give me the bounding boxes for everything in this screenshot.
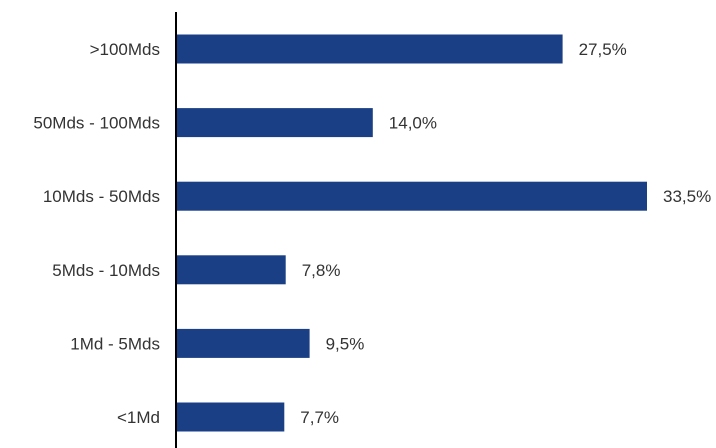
bars-group [176, 34, 647, 432]
value-label: 7,7% [300, 408, 339, 427]
category-label: 10Mds - 50Mds [43, 187, 160, 206]
value-label: 9,5% [326, 334, 365, 353]
value-label: 14,0% [389, 114, 437, 133]
bar [176, 255, 286, 285]
value-label: 33,5% [663, 187, 711, 206]
bar [176, 181, 647, 211]
labels-group: >100Mds 27,5% 50Mds - 100Mds 14,0% 10Mds - 5… [33, 40, 711, 427]
category-label: <1Md [117, 408, 160, 427]
value-label: 7,8% [302, 261, 341, 280]
bar [176, 328, 310, 358]
category-label: 1Md - 5Mds [70, 334, 160, 353]
bar [176, 402, 285, 432]
bar [176, 108, 373, 138]
bar [176, 34, 563, 64]
value-label: 27,5% [579, 40, 627, 59]
category-label: 5Mds - 10Mds [52, 261, 160, 280]
category-label: >100Mds [90, 40, 160, 59]
category-label: 50Mds - 100Mds [33, 114, 160, 133]
